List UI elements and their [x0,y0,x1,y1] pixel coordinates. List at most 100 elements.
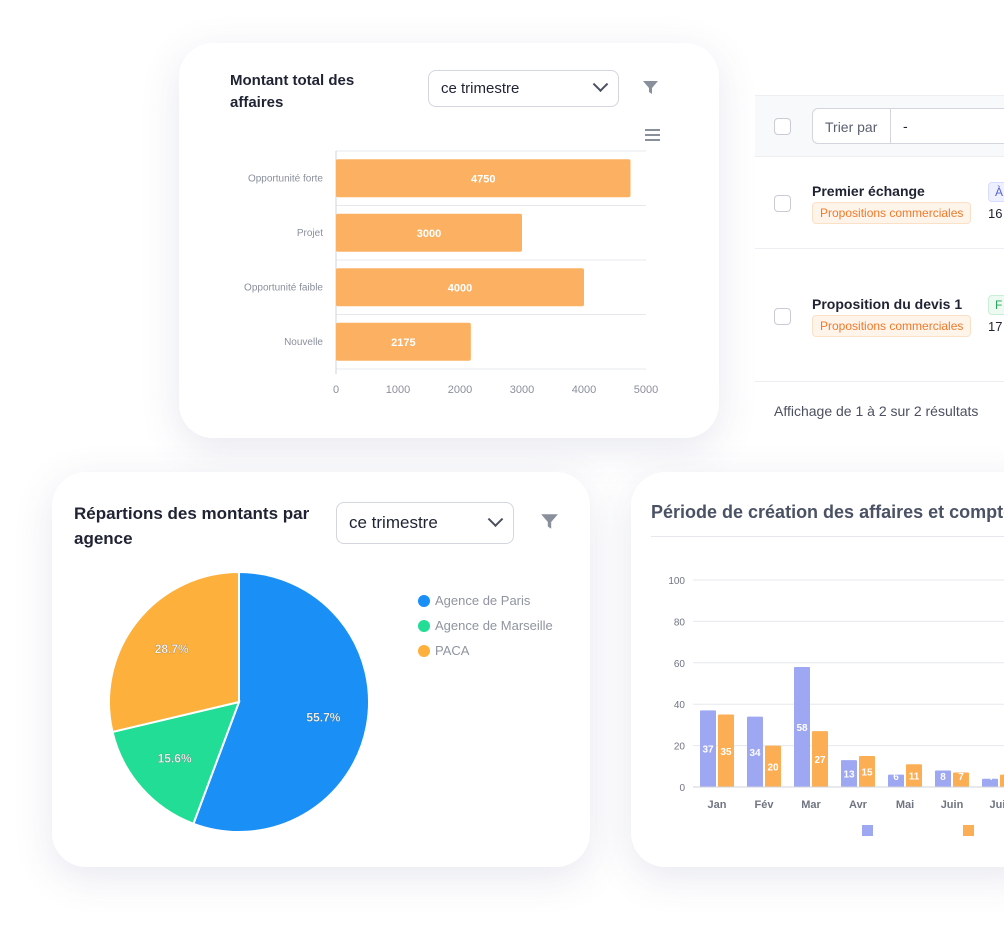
select-all-checkbox[interactable] [774,118,791,135]
legend-swatch [418,619,430,632]
x-tick-label: Mai [896,799,914,811]
category-label: Opportunité forte [248,173,323,184]
y-tick-label: 20 [674,742,686,753]
agency-pie-card: Répartions des montants par agence ce tr… [52,472,590,867]
column [953,772,969,787]
legend-label: Agence de Paris [435,593,531,608]
bar [336,322,471,361]
column [935,770,951,787]
x-tick-label: Juin [941,799,964,811]
column-value-label: 6 [893,772,899,783]
column [812,731,828,787]
column [859,755,875,787]
x-tick-label: Fév [755,799,775,811]
column-value-label: 27 [814,755,826,766]
amount-bar-chart: Opportunité forte 4750 Projet 3000 Opportuni… [244,150,658,396]
x-tick-label: 0 [333,384,339,396]
legend-item[interactable]: PACA [418,643,469,658]
status-badge: F [988,295,1004,315]
legend-label: Agence de Marseille [435,618,553,633]
y-tick-label: 0 [679,783,685,794]
category-label: Nouvelle [284,337,323,348]
column [794,666,810,787]
column-value-label: 34 [749,748,761,759]
legend-swatch [862,825,873,836]
category-label: Opportunité faible [244,282,323,293]
column-value-label: 8 [940,772,946,783]
table-header: Trier par - [755,95,1004,157]
filter-icon[interactable] [642,79,659,96]
x-tick-label: 5000 [634,384,658,396]
bar-value-label: 2175 [391,337,415,349]
category-label: Projet [297,228,323,239]
title-divider [651,536,1004,537]
y-tick-label: 40 [674,700,686,711]
creation-column-chart: 0 20 40 60 80 100 37 35 Jan 34 20 Fév 58 27 Mar 13 15 Avr… [668,576,1004,836]
amount-chart-title: Montant total des affaires [230,72,355,111]
agency-pie-title: Répartions des montants par agence [74,504,310,548]
sort-select[interactable]: Trier par - [812,108,1004,144]
creation-period-card: Période de création des affaires et comp… [631,472,1004,867]
y-tick-label: 80 [674,617,686,628]
legend-item[interactable]: Agence de Marseille [418,618,553,633]
legend-label: PACA [435,643,470,658]
legend-item[interactable]: Agence de Paris [418,593,530,608]
amount-period-select[interactable]: ce trimestre [428,70,619,107]
agency-period-select[interactable]: ce trimestre [336,502,514,544]
column [765,745,781,787]
row-checkbox[interactable] [774,308,791,325]
slice-value-label: 55.7% [306,710,340,724]
pie-slice [108,570,240,734]
legend-swatch [418,594,430,607]
column-value-label: 7 [958,772,964,783]
column-value-label: 35 [720,747,732,758]
category-tag: Propositions commerciales [812,202,972,224]
x-tick-label: 2000 [448,384,472,396]
x-tick-label: Jan [708,799,727,811]
slice-value-label: 28.7% [155,642,189,656]
pie-slice [111,700,241,826]
bar [336,213,522,252]
bar [336,268,584,307]
column [906,764,922,787]
row-checkbox[interactable] [774,195,791,212]
column-value-label: 20 [767,762,779,773]
deals-table: Trier par - Premier échange Propositions… [755,95,1004,430]
creation-period-title: Période de création des affaires et comp… [651,502,1004,522]
x-tick-label: 3000 [510,384,534,396]
x-tick-label: Juil [990,799,1004,811]
bar [336,159,631,198]
column [747,716,763,787]
x-tick-label: 1000 [386,384,410,396]
column [718,714,734,787]
category-tag: Propositions commerciales [812,315,972,337]
legend-swatch [418,644,430,657]
column-value-label: 13 [843,770,855,781]
column [700,710,716,787]
table-row[interactable]: Premier échange Propositions commerciale… [755,155,1004,249]
column [1000,774,1004,787]
amount-chart-card: Montant total des affaires ce trimestre … [179,43,719,438]
x-tick-label: 4000 [572,384,596,396]
table-row[interactable]: Proposition du devis 1 Propositions comm… [755,248,1004,382]
menu-icon[interactable] [645,129,660,144]
pie-slice [192,570,370,833]
bar-value-label: 4750 [471,173,495,185]
column-value-label: 15 [861,767,873,778]
y-tick-label: 60 [674,659,686,670]
pagination-summary: Affichage de 1 à 2 sur 2 résultats [774,403,979,419]
agency-pie-chart: 55.7% 15.6% 28.7% [108,570,370,833]
column-value-label: 37 [702,745,714,756]
bar-value-label: 3000 [417,228,441,240]
bar-value-label: 4000 [448,282,472,294]
column-value-label: 11 [909,772,920,783]
column-value-label: 58 [796,723,808,734]
status-badge: À [988,182,1004,202]
column-value-label: 4 [987,772,993,783]
legend-swatch [963,825,974,836]
column [982,778,998,787]
slice-value-label: 15.6% [158,752,192,766]
x-tick-label: Avr [849,799,868,811]
y-tick-label: 100 [668,576,685,587]
filter-icon[interactable] [540,512,559,531]
